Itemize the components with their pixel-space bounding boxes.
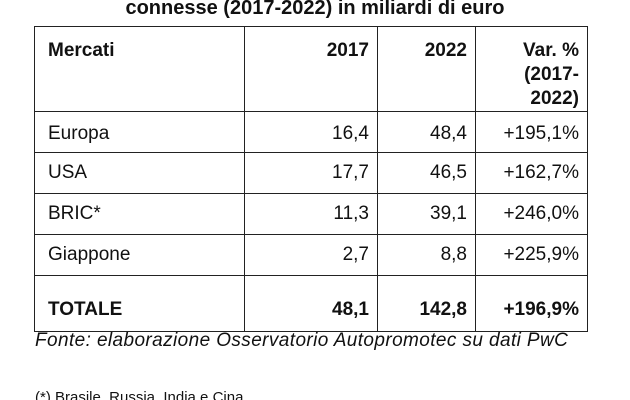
cell-total-2017: 48,1 bbox=[244, 275, 378, 332]
cell-2022: 48,4 bbox=[377, 111, 476, 153]
footnote: (*) Brasile, Russia, India e Cina bbox=[35, 389, 244, 400]
cell-total-label: TOTALE bbox=[34, 275, 245, 332]
cell-2017: 17,7 bbox=[244, 152, 378, 194]
source-note: Fonte: elaborazione Osservatorio Autopro… bbox=[35, 330, 569, 351]
table-row-usa: USA 17,7 46,5 +162,7% bbox=[34, 152, 588, 194]
cell-variation: +225,9% bbox=[475, 234, 588, 276]
cell-market: BRIC* bbox=[34, 193, 245, 235]
header-variation: Var. % (2017-2022) bbox=[475, 26, 588, 112]
table-row-giappone: Giappone 2,7 8,8 +225,9% bbox=[34, 234, 588, 276]
cell-variation: +162,7% bbox=[475, 152, 588, 194]
table-row-bric: BRIC* 11,3 39,1 +246,0% bbox=[34, 193, 588, 235]
cell-market: Europa bbox=[34, 111, 245, 153]
table-row-europa: Europa 16,4 48,4 +195,1% bbox=[34, 111, 588, 153]
table-title: connesse (2017-2022) in miliardi di euro bbox=[125, 0, 505, 19]
cell-variation: +195,1% bbox=[475, 111, 588, 153]
cell-2017: 11,3 bbox=[244, 193, 378, 235]
table-row-total: TOTALE 48,1 142,8 +196,9% bbox=[34, 275, 588, 332]
cell-total-variation: +196,9% bbox=[475, 275, 588, 332]
cell-market: USA bbox=[34, 152, 245, 194]
header-2022: 2022 bbox=[377, 26, 476, 112]
cell-total-2022: 142,8 bbox=[377, 275, 476, 332]
markets-table: Mercati 2017 2022 Var. % (2017-2022) Euro… bbox=[34, 26, 588, 332]
header-row: Mercati 2017 2022 Var. % (2017-2022) bbox=[34, 26, 588, 112]
cell-2022: 8,8 bbox=[377, 234, 476, 276]
header-2017: 2017 bbox=[244, 26, 378, 112]
cell-2022: 46,5 bbox=[377, 152, 476, 194]
cell-variation: +246,0% bbox=[475, 193, 588, 235]
cell-market: Giappone bbox=[34, 234, 245, 276]
header-variation-line1: Var. % bbox=[523, 40, 579, 61]
cell-2017: 2,7 bbox=[244, 234, 378, 276]
header-variation-line2: (2017-2022) bbox=[524, 64, 579, 109]
cell-2017: 16,4 bbox=[244, 111, 378, 153]
header-markets: Mercati bbox=[34, 26, 245, 112]
cell-2022: 39,1 bbox=[377, 193, 476, 235]
